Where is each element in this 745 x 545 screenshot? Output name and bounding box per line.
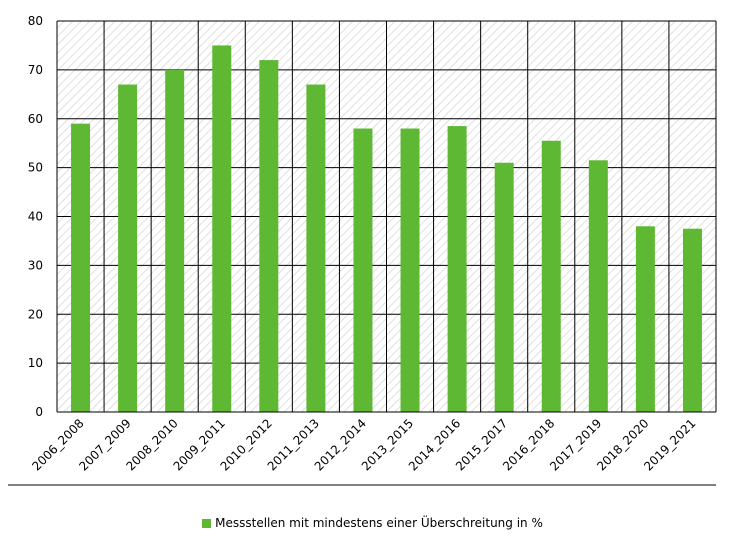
bar [588, 160, 608, 412]
y-tick-label: 50 [28, 161, 43, 175]
y-tick-label: 10 [28, 356, 43, 370]
bars [71, 45, 702, 413]
y-tick-label: 60 [28, 112, 43, 126]
bar [165, 69, 185, 412]
legend: Messstellen mit mindestens einer Übersch… [0, 516, 745, 530]
bar [306, 84, 326, 412]
bar [635, 226, 655, 412]
legend-label: Messstellen mit mindestens einer Übersch… [215, 516, 543, 530]
y-tick-label: 30 [28, 258, 43, 272]
bar [400, 128, 420, 412]
y-tick-label: 0 [35, 405, 43, 419]
legend-swatch [202, 519, 212, 528]
y-tick-label: 70 [28, 63, 43, 77]
bar [118, 84, 138, 412]
y-tick-label: 80 [28, 14, 43, 28]
bar [212, 45, 232, 412]
y-tick-label: 20 [28, 307, 43, 321]
bar [682, 228, 702, 412]
bar [259, 60, 279, 412]
y-tick-label: 40 [28, 210, 43, 224]
bar [353, 128, 373, 412]
bar [494, 162, 514, 412]
y-axis-tick-labels: 0 10 20 30 40 50 60 70 80 [28, 14, 43, 419]
x-axis-tick-labels: 2006_20082007_20092008_20102009_20112010… [29, 416, 698, 473]
bar [71, 123, 91, 412]
bar [541, 140, 561, 412]
bar [447, 126, 467, 413]
